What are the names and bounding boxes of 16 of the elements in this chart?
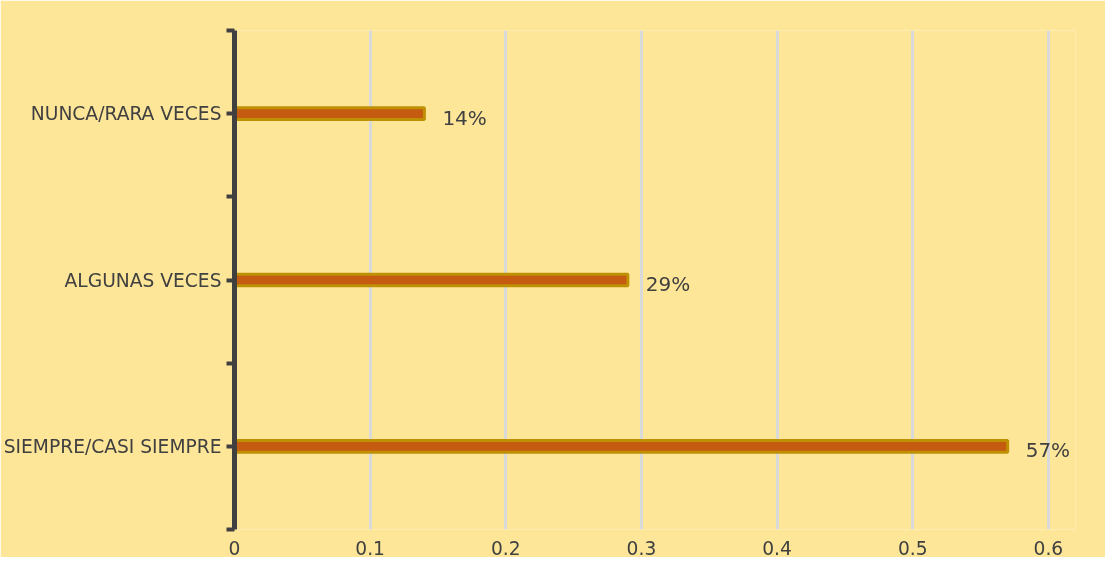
y-tick-label: NUNCA/RARA VECES bbox=[30, 103, 222, 125]
x-tick-label: 0 bbox=[228, 537, 241, 559]
x-tick-label: 0.4 bbox=[762, 537, 792, 559]
data-label: 14% bbox=[442, 105, 487, 130]
data-label: 29% bbox=[645, 272, 691, 296]
x-tick-label: 0.6 bbox=[1033, 537, 1064, 559]
y-tick-label: SIEMPRE/CASI SIEMPRE bbox=[3, 435, 222, 457]
x-tick-label: 0.2 bbox=[490, 537, 521, 559]
x-tick-label: 0.1 bbox=[355, 537, 385, 559]
bar bbox=[234, 106, 426, 121]
bar bbox=[234, 439, 1010, 454]
x-tick-label: 0.5 bbox=[897, 537, 928, 559]
x-tick-label: 0.3 bbox=[626, 537, 657, 559]
bar bbox=[234, 272, 630, 288]
data-label: 57% bbox=[1025, 438, 1071, 463]
y-tick-label: ALGUNAS VECES bbox=[64, 269, 222, 291]
